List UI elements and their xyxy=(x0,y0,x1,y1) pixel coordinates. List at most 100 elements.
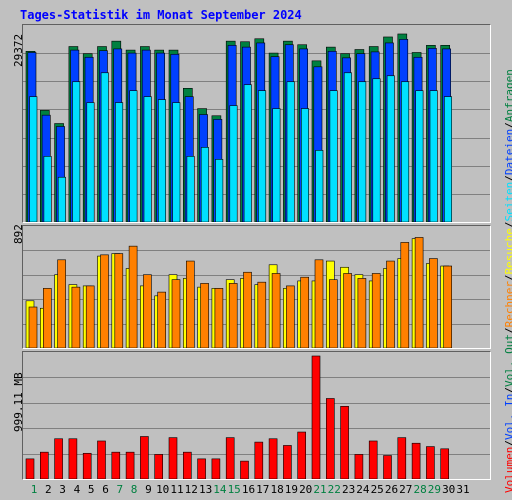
bar-seiten-29 xyxy=(429,90,438,222)
bar-volumen-29 xyxy=(426,446,435,479)
volume-panel xyxy=(22,351,491,480)
bar-seiten-26 xyxy=(386,75,395,222)
bar-seiten-16 xyxy=(243,84,252,222)
day-label-17: 17 xyxy=(256,483,270,496)
day-label-15: 15 xyxy=(227,483,241,496)
bar-volumen-6 xyxy=(97,440,106,479)
day-label-20: 20 xyxy=(299,483,313,496)
bar-rechner-22 xyxy=(328,279,338,348)
bar-rechner-3 xyxy=(57,259,66,348)
bar-seiten-22 xyxy=(329,90,338,222)
bar-seiten-5 xyxy=(86,102,95,222)
bar-rechner-4 xyxy=(71,286,81,348)
bar-rechner-2 xyxy=(42,288,52,348)
bar-volumen-7 xyxy=(111,451,121,479)
bar-seiten-15 xyxy=(229,105,238,222)
legend-item-13: / xyxy=(503,122,512,129)
bar-volumen-19 xyxy=(283,445,292,479)
bar-volumen-20 xyxy=(297,431,307,479)
day-label-29: 29 xyxy=(427,483,442,496)
bar-seiten-14 xyxy=(215,159,224,222)
bar-seiten-20 xyxy=(300,108,309,222)
day-label-2: 2 xyxy=(44,483,52,496)
day-label-13: 13 xyxy=(198,483,213,496)
bar-rechner-23 xyxy=(343,273,352,348)
day-label-3: 3 xyxy=(59,483,66,496)
bar-volumen-4 xyxy=(68,438,78,479)
bar-volumen-15 xyxy=(225,437,235,479)
p3-svg xyxy=(23,355,490,479)
day-label-24: 24 xyxy=(356,483,370,496)
bar-seiten-3 xyxy=(57,176,66,222)
legend-item-9: / xyxy=(503,221,512,228)
bar-dateien-3 xyxy=(56,126,65,222)
bar-volumen-3 xyxy=(54,438,63,479)
bar-seiten-18 xyxy=(272,108,281,222)
legend-item-0: Volumen xyxy=(503,446,512,493)
bar-rechner-24 xyxy=(357,278,367,348)
day-label-4: 4 xyxy=(73,483,81,496)
bar-seiten-2 xyxy=(43,156,52,222)
bar-volumen-2 xyxy=(39,451,49,479)
bar-volumen-14 xyxy=(211,458,221,479)
legend-item-10: Seiten xyxy=(503,181,512,222)
day-label-9: 9 xyxy=(145,483,152,496)
bar-rechner-25 xyxy=(371,273,381,348)
bar-volumen-8 xyxy=(125,451,135,479)
bar-seiten-4 xyxy=(72,81,81,222)
day-label-1: 1 xyxy=(30,483,38,496)
requests-ylabel: 29372 xyxy=(12,33,25,67)
day-label-21: 21 xyxy=(313,483,327,496)
bar-volumen-23 xyxy=(340,406,349,479)
bar-rechner-1 xyxy=(28,306,38,348)
day-label-10: 10 xyxy=(156,483,170,496)
bar-seiten-8 xyxy=(129,90,138,222)
bar-seiten-27 xyxy=(401,81,410,222)
bar-rechner-13 xyxy=(200,283,209,348)
bar-rechner-12 xyxy=(186,260,195,348)
bar-rechner-9 xyxy=(143,274,152,348)
bar-seiten-28 xyxy=(415,90,424,222)
bar-rechner-21 xyxy=(314,259,324,348)
bar-rechner-16 xyxy=(243,271,252,348)
legend-item-2: Vol. In xyxy=(503,393,512,441)
bar-rechner-28 xyxy=(414,237,424,348)
day-label-25: 25 xyxy=(370,483,384,496)
legend-item-14: Anfragen xyxy=(503,69,512,123)
bar-rechner-18 xyxy=(271,273,281,348)
day-label-28: 28 xyxy=(413,483,427,496)
visits-panel xyxy=(22,225,491,349)
visits-ylabel: 892 xyxy=(12,224,25,244)
bar-rechner-5 xyxy=(85,285,95,348)
bar-rechner-26 xyxy=(386,260,395,348)
day-label-5: 5 xyxy=(87,483,95,496)
bar-rechner-7 xyxy=(114,253,124,348)
bar-seiten-19 xyxy=(286,81,295,222)
legend-item-5: / xyxy=(503,327,512,334)
bar-volumen-16 xyxy=(240,460,249,479)
bar-seiten-24 xyxy=(358,81,367,222)
bar-rechner-17 xyxy=(257,281,267,348)
day-label-16: 16 xyxy=(241,483,256,496)
day-label-12: 12 xyxy=(184,483,198,496)
requests-panel xyxy=(22,24,491,223)
day-label-11: 11 xyxy=(170,483,184,496)
bar-seiten-12 xyxy=(186,156,195,222)
bar-dateien-21 xyxy=(313,66,323,222)
bar-rechner-15 xyxy=(228,283,238,348)
p2-svg xyxy=(23,237,490,348)
bar-seiten-30 xyxy=(443,96,452,222)
series-legend: Volumen/Vol. In/Vol. Out/Rechner/Besuche… xyxy=(503,69,512,493)
bar-volumen-9 xyxy=(140,436,149,479)
day-label-8: 8 xyxy=(130,483,138,496)
bar-seiten-11 xyxy=(172,102,181,222)
bar-volumen-27 xyxy=(397,437,407,479)
day-label-22: 22 xyxy=(327,483,341,496)
bar-volumen-28 xyxy=(411,442,421,479)
bar-seiten-13 xyxy=(200,147,209,222)
bar-volumen-13 xyxy=(197,458,206,479)
p1-svg xyxy=(23,33,490,222)
bar-volumen-25 xyxy=(368,440,378,479)
day-label-26: 26 xyxy=(384,483,399,496)
bar-rechner-27 xyxy=(400,242,410,348)
